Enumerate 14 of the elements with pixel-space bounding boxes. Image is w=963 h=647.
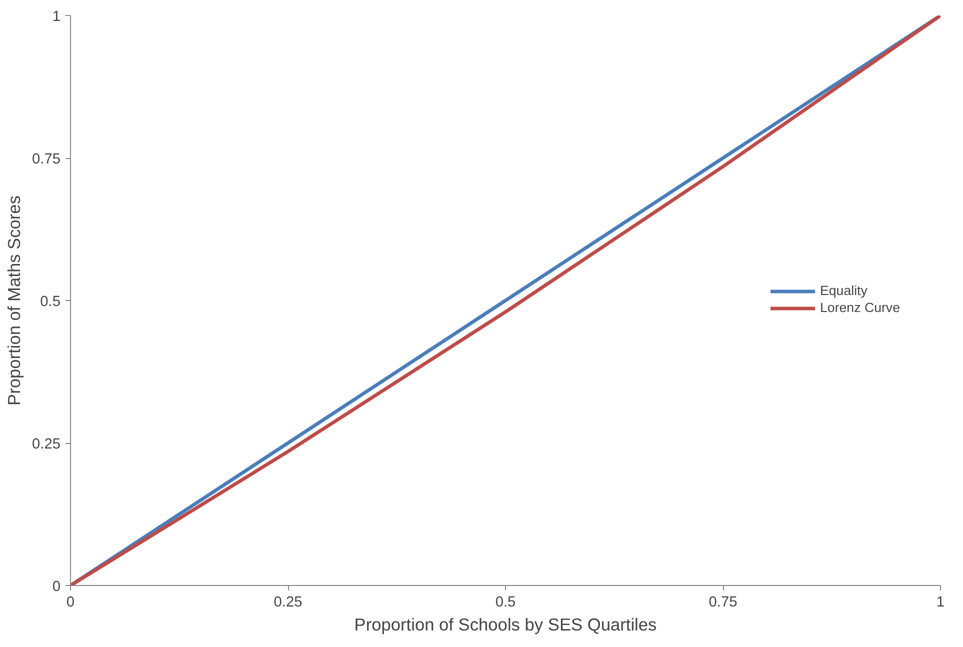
- legend-label: Lorenz Curve: [820, 300, 900, 315]
- x-axis-title: Proportion of Schools by SES Quartiles: [354, 614, 658, 634]
- y-axis-title: Proportion of Maths Scores: [4, 195, 24, 406]
- x-tick-label: 0.75: [708, 594, 738, 610]
- y-tick-label: 0.25: [32, 436, 61, 452]
- y-tick-label: 0: [52, 579, 61, 595]
- x-tick-label: 0: [66, 594, 75, 610]
- y-tick-label: 0.5: [40, 294, 60, 310]
- x-tick-label: 1: [936, 594, 945, 610]
- y-tick-label: 1: [52, 9, 61, 25]
- legend-label: Equality: [820, 283, 868, 298]
- x-tick-label: 0.5: [495, 594, 516, 610]
- y-tick-label: 0.75: [32, 152, 61, 168]
- x-tick-label: 0.25: [274, 594, 302, 610]
